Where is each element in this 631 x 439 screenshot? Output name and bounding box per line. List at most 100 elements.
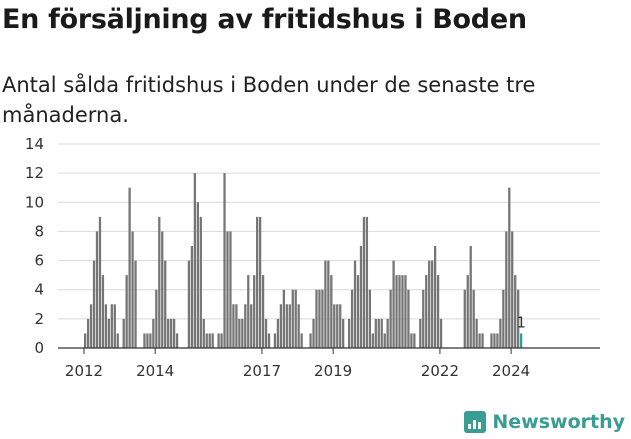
bar	[508, 187, 511, 348]
bar	[89, 304, 93, 348]
bar	[425, 275, 428, 348]
bar	[164, 260, 167, 348]
y-axis-labels: 0 2 4 6 8 10 12 14	[25, 135, 44, 357]
bar	[321, 289, 324, 348]
y-tick-label: 2	[34, 310, 44, 328]
bar	[481, 333, 484, 348]
bar	[463, 289, 466, 348]
bar	[282, 289, 285, 348]
bar	[264, 318, 268, 348]
bar	[226, 231, 229, 348]
bar	[92, 260, 96, 348]
bar	[220, 333, 223, 348]
bar	[199, 216, 202, 348]
bar	[232, 304, 235, 348]
y-tick-label: 14	[25, 135, 44, 153]
bar	[175, 333, 179, 348]
bar	[285, 304, 288, 348]
bar	[407, 289, 410, 348]
bar	[478, 333, 481, 348]
bar	[398, 275, 401, 348]
bar	[315, 289, 318, 348]
bar	[428, 260, 431, 348]
x-tick-label: 2017	[243, 362, 281, 380]
bar	[238, 318, 241, 348]
bar	[98, 216, 102, 348]
bar	[475, 318, 478, 348]
x-tick-label: 2019	[314, 362, 352, 380]
bar	[95, 231, 99, 348]
bar	[318, 289, 321, 348]
bar	[333, 304, 336, 348]
bar	[371, 333, 374, 348]
bar	[107, 318, 110, 348]
brand-name: Newsworthy	[492, 411, 625, 433]
bar	[413, 333, 416, 348]
bar	[330, 275, 333, 348]
bar	[350, 289, 354, 348]
bar	[196, 202, 199, 348]
x-axis-labels: 2012 2014 2017 2019 2022 2024	[65, 348, 530, 380]
bar	[466, 275, 469, 348]
bar	[149, 333, 152, 348]
latest-value-label: 1	[516, 313, 526, 331]
bar	[288, 304, 291, 348]
bar	[229, 231, 232, 348]
bar	[258, 216, 262, 348]
bar	[517, 289, 520, 348]
bar	[170, 318, 173, 348]
bar	[104, 304, 108, 348]
bar	[499, 318, 502, 348]
bar	[152, 318, 155, 348]
bar	[101, 275, 105, 348]
bar	[389, 289, 392, 348]
bar	[490, 333, 493, 348]
bar	[502, 289, 505, 348]
bar	[202, 318, 205, 348]
bar	[496, 333, 499, 348]
bar	[419, 318, 422, 348]
bar	[493, 333, 496, 348]
bar	[383, 333, 386, 348]
chart-title: En försäljning av fritidshus i Boden	[2, 4, 527, 35]
x-tick-label: 2024	[492, 362, 530, 380]
bar	[359, 246, 363, 348]
bar	[125, 275, 128, 348]
bar	[300, 333, 303, 348]
bar	[377, 318, 380, 348]
bar	[422, 289, 425, 348]
bar	[155, 289, 158, 348]
bar	[365, 216, 369, 348]
bar	[469, 246, 472, 348]
bar	[312, 318, 315, 348]
bar	[143, 333, 146, 348]
bar	[505, 231, 508, 348]
bar	[208, 333, 211, 348]
bar	[279, 304, 283, 348]
bar	[256, 216, 259, 348]
bar	[472, 289, 475, 348]
bar	[187, 260, 191, 348]
bar	[86, 318, 90, 348]
newsworthy-logo: Newsworthy	[464, 411, 625, 433]
bar	[362, 216, 366, 348]
bar	[395, 275, 398, 348]
bar	[161, 231, 164, 348]
bar	[347, 318, 351, 348]
bar	[193, 173, 197, 348]
bar	[309, 333, 312, 348]
bar	[431, 260, 434, 348]
y-tick-label: 12	[25, 164, 44, 182]
bar	[356, 275, 360, 348]
annotation: 1	[516, 313, 526, 331]
bar	[386, 318, 389, 348]
bar	[291, 289, 294, 348]
bar	[380, 318, 383, 348]
x-tick-label: 2022	[421, 362, 459, 380]
bar	[247, 275, 250, 348]
y-tick-label: 6	[34, 252, 44, 270]
bar	[131, 231, 134, 348]
x-tick-label: 2012	[65, 362, 103, 380]
bar	[439, 318, 443, 348]
